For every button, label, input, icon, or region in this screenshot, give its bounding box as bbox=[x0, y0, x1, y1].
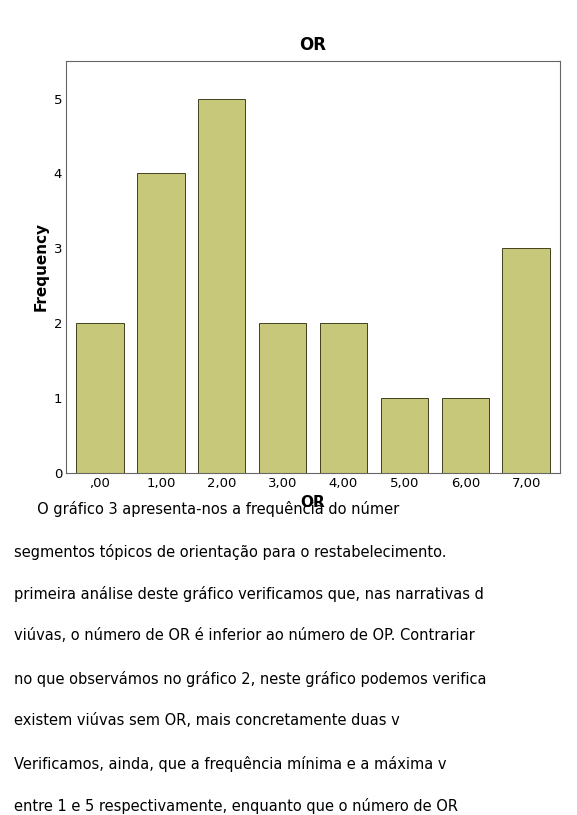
Bar bbox=[76, 323, 123, 473]
Bar bbox=[259, 323, 306, 473]
Text: segmentos tópicos de orientação para o restabelecimento.: segmentos tópicos de orientação para o r… bbox=[14, 544, 447, 560]
Y-axis label: Frequency: Frequency bbox=[33, 222, 48, 311]
Bar bbox=[503, 249, 550, 473]
X-axis label: OR: OR bbox=[301, 496, 325, 510]
Bar bbox=[320, 323, 367, 473]
Text: viúvas, o número de OR é inferior ao número de OP. Contrariar: viúvas, o número de OR é inferior ao núm… bbox=[14, 628, 475, 643]
Text: no que observámos no gráfico 2, neste gráfico podemos verifica: no que observámos no gráfico 2, neste gr… bbox=[14, 671, 487, 687]
Bar bbox=[198, 99, 245, 473]
Text: entre 1 e 5 respectivamente, enquanto que o número de OR: entre 1 e 5 respectivamente, enquanto qu… bbox=[14, 798, 458, 814]
Bar bbox=[441, 398, 489, 473]
Title: OR: OR bbox=[299, 36, 327, 54]
Text: Verificamos, ainda, que a frequência mínima e a máxima v: Verificamos, ainda, que a frequência mín… bbox=[14, 756, 447, 772]
Bar bbox=[381, 398, 428, 473]
Text: existem viúvas sem OR, mais concretamente duas v: existem viúvas sem OR, mais concretament… bbox=[14, 713, 400, 728]
Text: O gráfico 3 apresenta-nos a frequência do númer: O gráfico 3 apresenta-nos a frequência d… bbox=[14, 501, 400, 518]
Bar bbox=[137, 174, 185, 473]
Text: primeira análise deste gráfico verificamos que, nas narrativas d: primeira análise deste gráfico verificam… bbox=[14, 586, 484, 602]
